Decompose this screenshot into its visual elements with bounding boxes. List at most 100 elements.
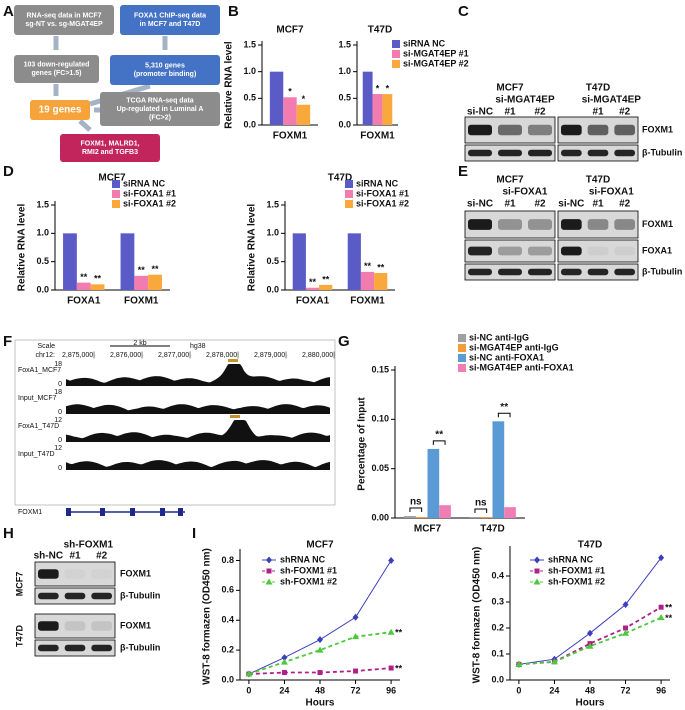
- blot-band: [561, 149, 582, 157]
- track-name: Input_MCF7: [18, 395, 57, 402]
- lane-label: #2: [619, 199, 631, 210]
- legend-label: siRNA NC: [356, 178, 399, 188]
- x-axis-label: Hours: [306, 698, 335, 709]
- bar: [347, 233, 361, 290]
- legend-swatch: [345, 190, 353, 198]
- chart-title: T47D: [328, 173, 352, 184]
- y-axis-label: WST-8 formazen (OD450 nm): [202, 548, 213, 685]
- end-label: **: [665, 613, 673, 623]
- x-tick-label: 48: [315, 685, 325, 695]
- blot-band: [587, 149, 609, 157]
- browser-coord: 2,875,000|: [62, 352, 95, 359]
- chart-title: T47D: [578, 540, 602, 551]
- blot-band: [65, 569, 86, 579]
- significance-bracket: [497, 412, 511, 418]
- gene-exon: [160, 508, 165, 516]
- blot-frame: [464, 239, 556, 263]
- blot-band: [64, 621, 86, 631]
- marker: [623, 625, 629, 631]
- marker: [534, 556, 540, 564]
- x-tick-label: FOXA1: [67, 296, 101, 307]
- x-tick-label: FOXM1: [273, 131, 308, 142]
- bar: [283, 97, 297, 125]
- x-tick-label: 0: [516, 685, 521, 695]
- legend-swatch: [392, 50, 400, 58]
- browser-frame: [14, 339, 336, 506]
- marker: [586, 642, 594, 649]
- y-tick-label: 0.5: [266, 256, 279, 266]
- x-tick-label: 96: [386, 685, 396, 695]
- significance-label: **: [435, 430, 443, 441]
- marker: [280, 658, 288, 665]
- x-tick-label: 72: [621, 685, 631, 695]
- band-label: β-Tubulin: [642, 266, 682, 276]
- bar: [269, 71, 284, 125]
- band-label: β-Tubulin: [120, 642, 160, 652]
- bar: [319, 284, 333, 290]
- track-min: 0: [58, 465, 62, 472]
- cell-label: T47D: [14, 624, 24, 647]
- bar: [415, 517, 428, 518]
- bar-annotation: **: [377, 262, 385, 272]
- y-axis-label: Relative RNA level: [224, 41, 235, 129]
- legend-label: si-MGAT4EP #2: [403, 58, 469, 68]
- bar: [439, 505, 451, 518]
- blot-band: [64, 592, 86, 600]
- flow-node: [30, 100, 90, 120]
- gene-exon: [130, 508, 135, 516]
- chart-title: MCF7: [98, 173, 126, 184]
- y-tick-label: 0.10: [371, 414, 389, 424]
- y-tick-label: 0.3: [491, 596, 504, 606]
- marker: [265, 578, 273, 585]
- blot-band: [561, 246, 582, 256]
- x-tick-label: 96: [656, 685, 666, 695]
- blot-frame: [557, 239, 639, 263]
- marker: [388, 556, 395, 564]
- flow-node-text: RMI2 and TGFB3: [82, 149, 138, 156]
- bar: [148, 274, 162, 290]
- legend-label: sh-FOXM1 #1: [548, 565, 605, 575]
- flow-node: [14, 55, 99, 83]
- flow-node-text: in MCF7 and T47D: [140, 21, 201, 28]
- y-tick-label: 0.2: [491, 622, 504, 632]
- y-axis-label: Relative RNA level: [17, 204, 28, 292]
- marker: [515, 660, 523, 667]
- bar: [480, 517, 493, 518]
- y-tick-label: 0.00: [371, 512, 389, 522]
- flow-node: [120, 5, 220, 35]
- blot-band: [91, 592, 112, 600]
- flow-node: [14, 5, 114, 35]
- band-label: FOXM1: [642, 124, 673, 134]
- browser-chrom: chr12:: [36, 352, 56, 359]
- flow-node-text: 103 down-regulated: [24, 62, 90, 69]
- blot-band: [614, 268, 635, 276]
- x-tick-label: 72: [351, 685, 361, 695]
- significance-label: ns: [410, 497, 422, 508]
- significance-label: **: [500, 402, 508, 413]
- flow-node-text: sg-NT vs. sg-MGAT4EP: [25, 21, 103, 28]
- blot-band: [498, 219, 522, 230]
- y-tick-label: 0.4: [221, 615, 234, 625]
- y-tick-label: 0.05: [371, 463, 389, 473]
- y-tick-label: 1.0: [338, 66, 351, 76]
- track-min: 0: [58, 437, 62, 444]
- band-label: FOXA1: [642, 245, 672, 255]
- blot-band: [587, 124, 609, 136]
- blot-band: [468, 149, 492, 157]
- blot-frame: [34, 561, 116, 587]
- blot-band: [561, 219, 582, 230]
- marker: [550, 658, 558, 665]
- significance-label: ns: [475, 498, 487, 509]
- bar: [360, 271, 375, 290]
- y-tick-label: 0.0: [491, 674, 504, 684]
- y-tick-label: 0.0: [221, 674, 234, 684]
- band-label: β-Tubulin: [120, 590, 160, 600]
- end-label: **: [665, 603, 673, 613]
- legend-label: siRNA NC: [123, 178, 166, 188]
- blot-band: [561, 124, 582, 136]
- y-tick-label: 1.0: [36, 228, 49, 238]
- bar-annotation: *: [376, 83, 380, 93]
- legend-label: si-MGAT4EP anti-FOXA1: [469, 362, 574, 372]
- x-tick-label: FOXM1: [360, 131, 395, 142]
- lane-label: si-NC: [467, 107, 493, 118]
